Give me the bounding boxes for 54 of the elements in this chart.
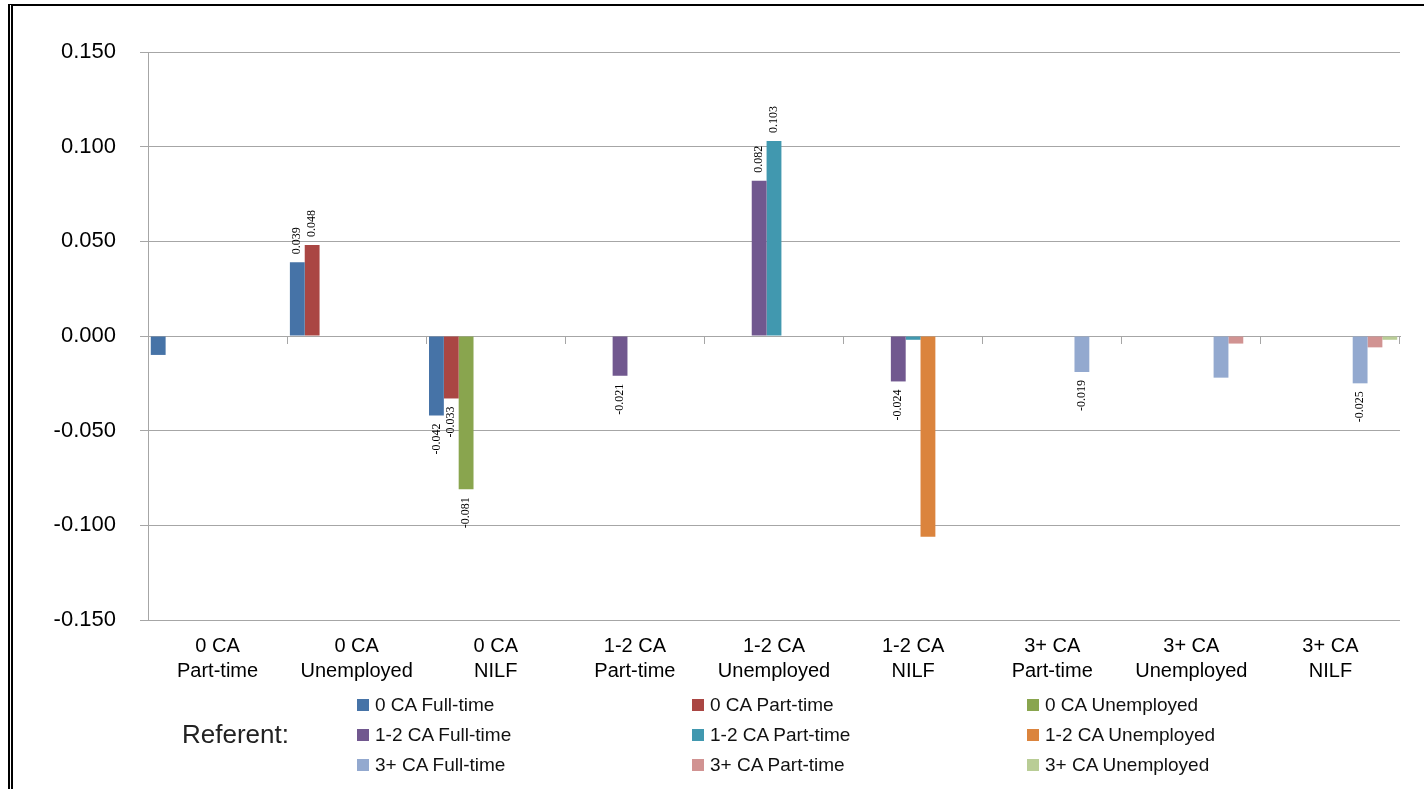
x-tick-label: 0 CA Part-time — [176, 634, 259, 682]
y-tick-label: 0.150 — [60, 38, 116, 64]
data-label: -0.024 — [890, 389, 905, 421]
data-label: -0.042 — [428, 423, 443, 455]
legend-label: 1-2 CA Unemployed — [1045, 724, 1216, 746]
bar — [304, 245, 320, 336]
bar — [1382, 336, 1398, 340]
x-tick-label: 0 CA Unemployed — [300, 634, 413, 682]
x-tick-label: 1-2 CA Unemployed — [717, 634, 831, 682]
y-tick-label: -0.050 — [53, 416, 116, 442]
legend-label: 1-2 CA Full-time — [375, 724, 512, 746]
legend-title: Referent: — [182, 719, 289, 749]
data-label: -0.033 — [443, 406, 458, 438]
x-tick-label: 1-2 CA NILF — [881, 634, 945, 682]
y-tick-label: 0.000 — [60, 322, 116, 348]
bar — [612, 336, 628, 376]
bar — [150, 336, 166, 355]
bar — [429, 336, 444, 416]
data-label: -0.025 — [1352, 391, 1367, 423]
data-label: 0.039 — [289, 227, 304, 255]
x-tick-label: 3+ CA Part-time — [1011, 634, 1093, 682]
legend-label: 3+ CA Full-time — [375, 754, 506, 776]
bar — [1074, 336, 1090, 372]
legend-label: 0 CA Full-time — [375, 694, 495, 716]
x-tick-label: 0 CA NILF — [473, 634, 519, 682]
bar — [458, 336, 474, 490]
y-tick-label: 0.050 — [60, 227, 116, 253]
y-tick-label: 0.100 — [60, 132, 116, 158]
bar — [289, 262, 305, 336]
bar — [1213, 336, 1229, 378]
bar — [905, 336, 921, 340]
y-tick-label: -0.150 — [53, 606, 116, 632]
bar — [766, 140, 782, 336]
data-label: -0.021 — [612, 383, 627, 415]
legend-label: 1-2 CA Part-time — [710, 724, 851, 746]
bar — [443, 336, 459, 399]
legend-label: 3+ CA Part-time — [710, 754, 845, 776]
x-tick-label: 3+ CA Unemployed — [1135, 634, 1248, 682]
legend-label: 3+ CA Unemployed — [1045, 754, 1210, 776]
x-tick-label: 3+ CA NILF — [1302, 634, 1360, 682]
bar — [1228, 336, 1244, 344]
data-label: 0.082 — [751, 145, 766, 173]
data-label: 0.048 — [304, 210, 319, 238]
legend-label: 0 CA Unemployed — [1045, 694, 1199, 716]
bar — [920, 336, 936, 537]
legend-label: 0 CA Part-time — [710, 694, 834, 716]
bar — [1352, 336, 1368, 384]
data-label: -0.081 — [458, 497, 473, 529]
bar — [751, 180, 767, 336]
x-tick-label: 1-2 CA Part-time — [594, 634, 676, 682]
data-label: -0.019 — [1074, 379, 1089, 411]
bar — [890, 336, 906, 382]
data-label: 0.103 — [766, 105, 781, 133]
y-tick-label: -0.100 — [53, 511, 116, 537]
